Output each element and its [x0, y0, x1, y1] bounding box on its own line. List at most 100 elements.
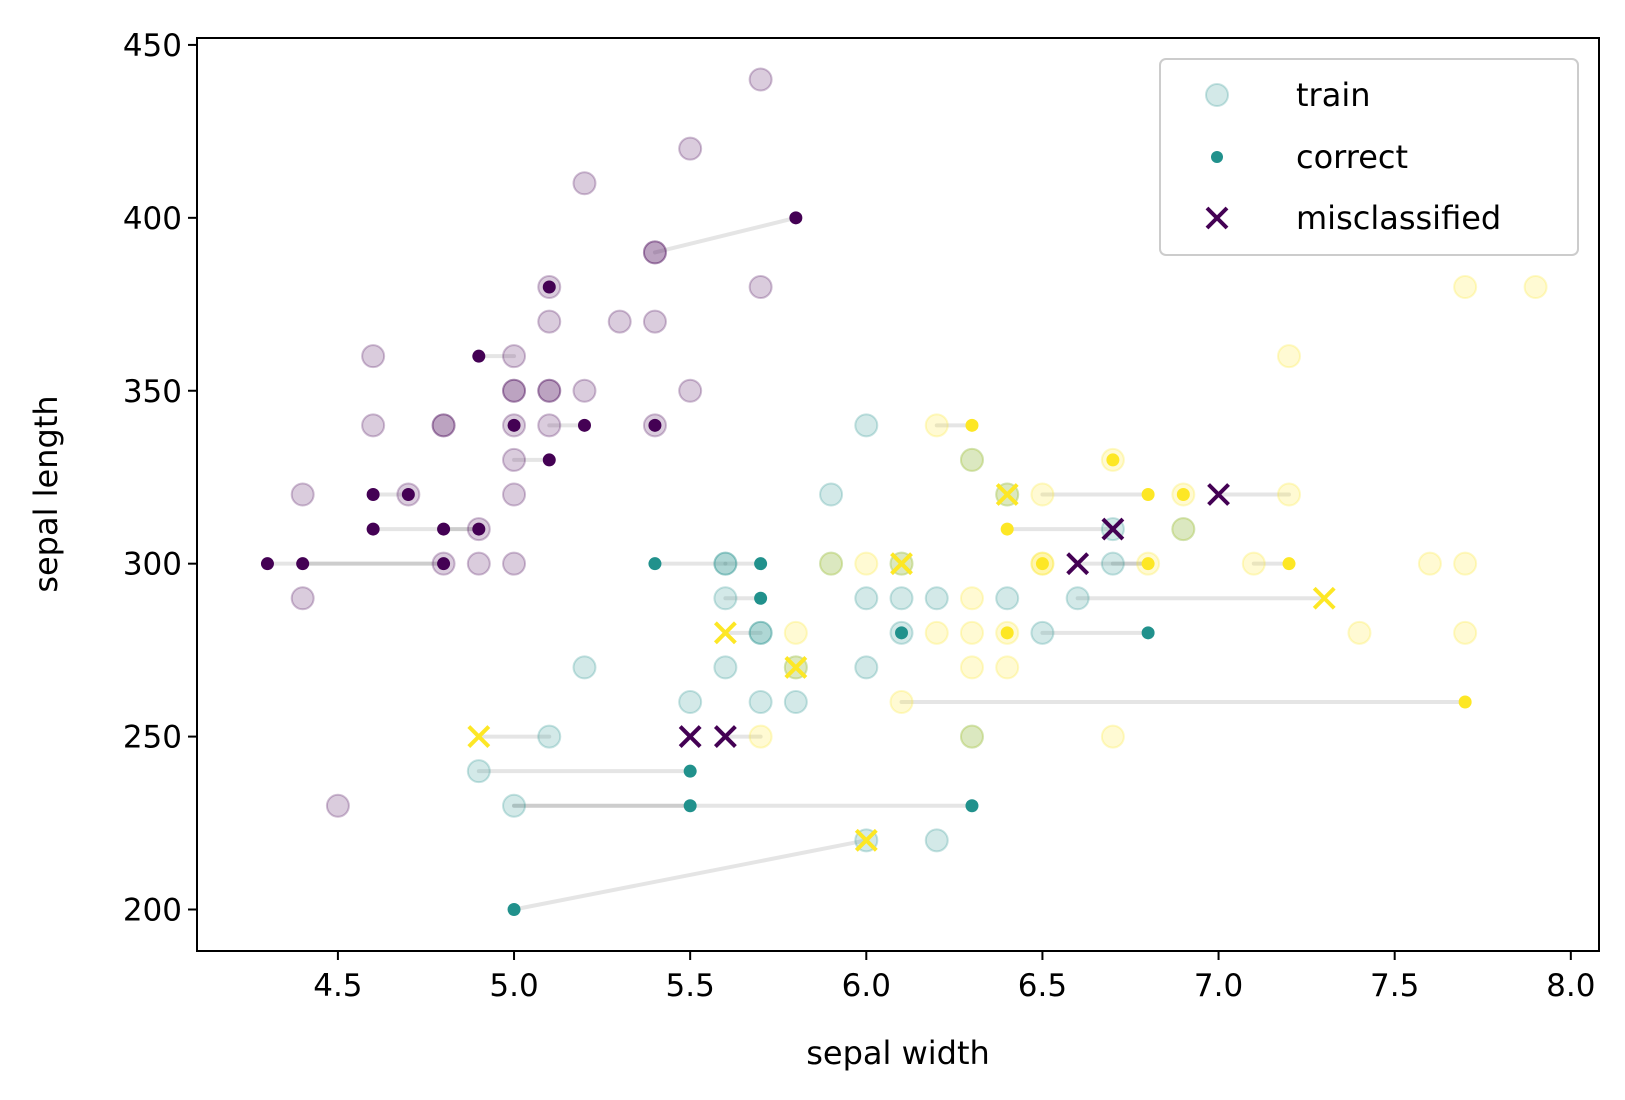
train-point: [1453, 275, 1478, 299]
train-point: [748, 620, 773, 645]
train-point: [748, 275, 773, 299]
correct-point: [1458, 695, 1472, 709]
misclassified-point: [854, 828, 878, 852]
y-tick-label: 300: [123, 547, 182, 583]
correct-point: [648, 418, 662, 432]
train-point: [502, 378, 527, 403]
train-point: [854, 586, 879, 611]
train-point: [1347, 620, 1372, 645]
y-tick-label: 400: [123, 201, 182, 237]
x-tick-label: 5.0: [489, 968, 538, 1004]
train-point: [924, 620, 949, 645]
correct-point: [789, 211, 803, 225]
correct-point: [1141, 557, 1155, 571]
y-tick-label: 450: [123, 28, 182, 64]
train-point: [1030, 620, 1055, 645]
train-point: [924, 413, 949, 438]
train-point: [537, 413, 562, 438]
correct-point: [683, 764, 697, 778]
correct-point: [366, 522, 380, 536]
train-point: [959, 620, 984, 645]
misclassified-point: [1101, 517, 1125, 541]
train-point: [642, 309, 667, 334]
train-point: [290, 586, 315, 611]
x-axis: 4.5 5.0 5.5 6.0 6.5 7.0 7.5 8.0: [313, 951, 1595, 1004]
misclassified-points: [467, 483, 1336, 852]
correct-point: [472, 349, 486, 363]
train-point: [1100, 551, 1125, 576]
correct-point: [577, 418, 591, 432]
train-point: [607, 309, 632, 334]
train-point: [1171, 517, 1196, 542]
train-point: [1100, 724, 1125, 749]
train-point: [642, 240, 667, 265]
correct-point: [965, 799, 979, 813]
correct-point: [507, 418, 521, 432]
misclassified-point: [1312, 586, 1336, 610]
train-point: [959, 447, 984, 472]
x-tick-label: 7.5: [1370, 968, 1419, 1004]
train-point: [572, 655, 597, 680]
neighbor-link: [652, 215, 798, 255]
correct-point: [296, 557, 310, 571]
correct-point: [437, 522, 451, 536]
train-point: [959, 724, 984, 749]
misclassified-point: [1066, 552, 1090, 576]
train-point: [783, 690, 808, 714]
train-point: [537, 724, 562, 749]
correct-point: [507, 903, 521, 916]
legend-frame: [1159, 58, 1579, 256]
x-tick-label: 8.0: [1546, 968, 1595, 1004]
correct-point: [1035, 557, 1049, 571]
train-point: [537, 309, 562, 334]
train-point: [678, 136, 703, 161]
train-point: [572, 378, 597, 403]
train-point: [537, 378, 562, 403]
misclassified-point: [678, 725, 702, 748]
train-point: [1453, 551, 1478, 576]
train-point: [1241, 551, 1266, 576]
train-point: [995, 655, 1020, 680]
train-point: [924, 586, 949, 611]
y-tick-label: 250: [123, 720, 182, 756]
train-point: [502, 344, 527, 369]
train-point: [783, 620, 808, 645]
train-point: [819, 551, 844, 576]
train-point: [361, 413, 386, 438]
misclassified-point: [1207, 483, 1230, 506]
train-point: [1277, 482, 1302, 507]
correct-point: [1176, 488, 1190, 501]
correct-point: [895, 626, 909, 640]
correct-point: [260, 557, 274, 571]
misclassified-point: [995, 483, 1019, 506]
train-point: [748, 690, 773, 714]
correct-point: [683, 799, 697, 813]
train-point: [748, 67, 773, 92]
train-point: [959, 447, 984, 472]
x-axis-label: sepal width: [806, 1034, 990, 1072]
correct-point: [754, 557, 768, 571]
legend-correct-label: correct: [1296, 138, 1408, 176]
y-axis: 200 250 300 350 400 450: [123, 28, 197, 929]
train-point: [290, 482, 315, 507]
train-point: [713, 655, 738, 680]
misclassified-point: [467, 725, 491, 748]
correct-point: [472, 522, 486, 536]
train-point: [1030, 482, 1055, 507]
correct-point: [1282, 557, 1296, 571]
train-point: [1523, 275, 1548, 299]
y-axis-label: sepal length: [27, 395, 65, 592]
correct-point: [401, 488, 415, 501]
train-point: [713, 551, 738, 576]
correct-point: [648, 557, 662, 571]
correct-point: [1141, 488, 1155, 501]
train-point: [995, 586, 1020, 611]
x-tick-label: 7.0: [1194, 968, 1243, 1004]
train-point: [325, 793, 350, 818]
x-tick-label: 4.5: [313, 968, 362, 1004]
train-point: [854, 551, 879, 576]
neighbor-link: [512, 838, 869, 912]
legend-correct-marker: [1211, 151, 1223, 163]
train-point: [1065, 586, 1090, 611]
train-point: [854, 655, 879, 680]
